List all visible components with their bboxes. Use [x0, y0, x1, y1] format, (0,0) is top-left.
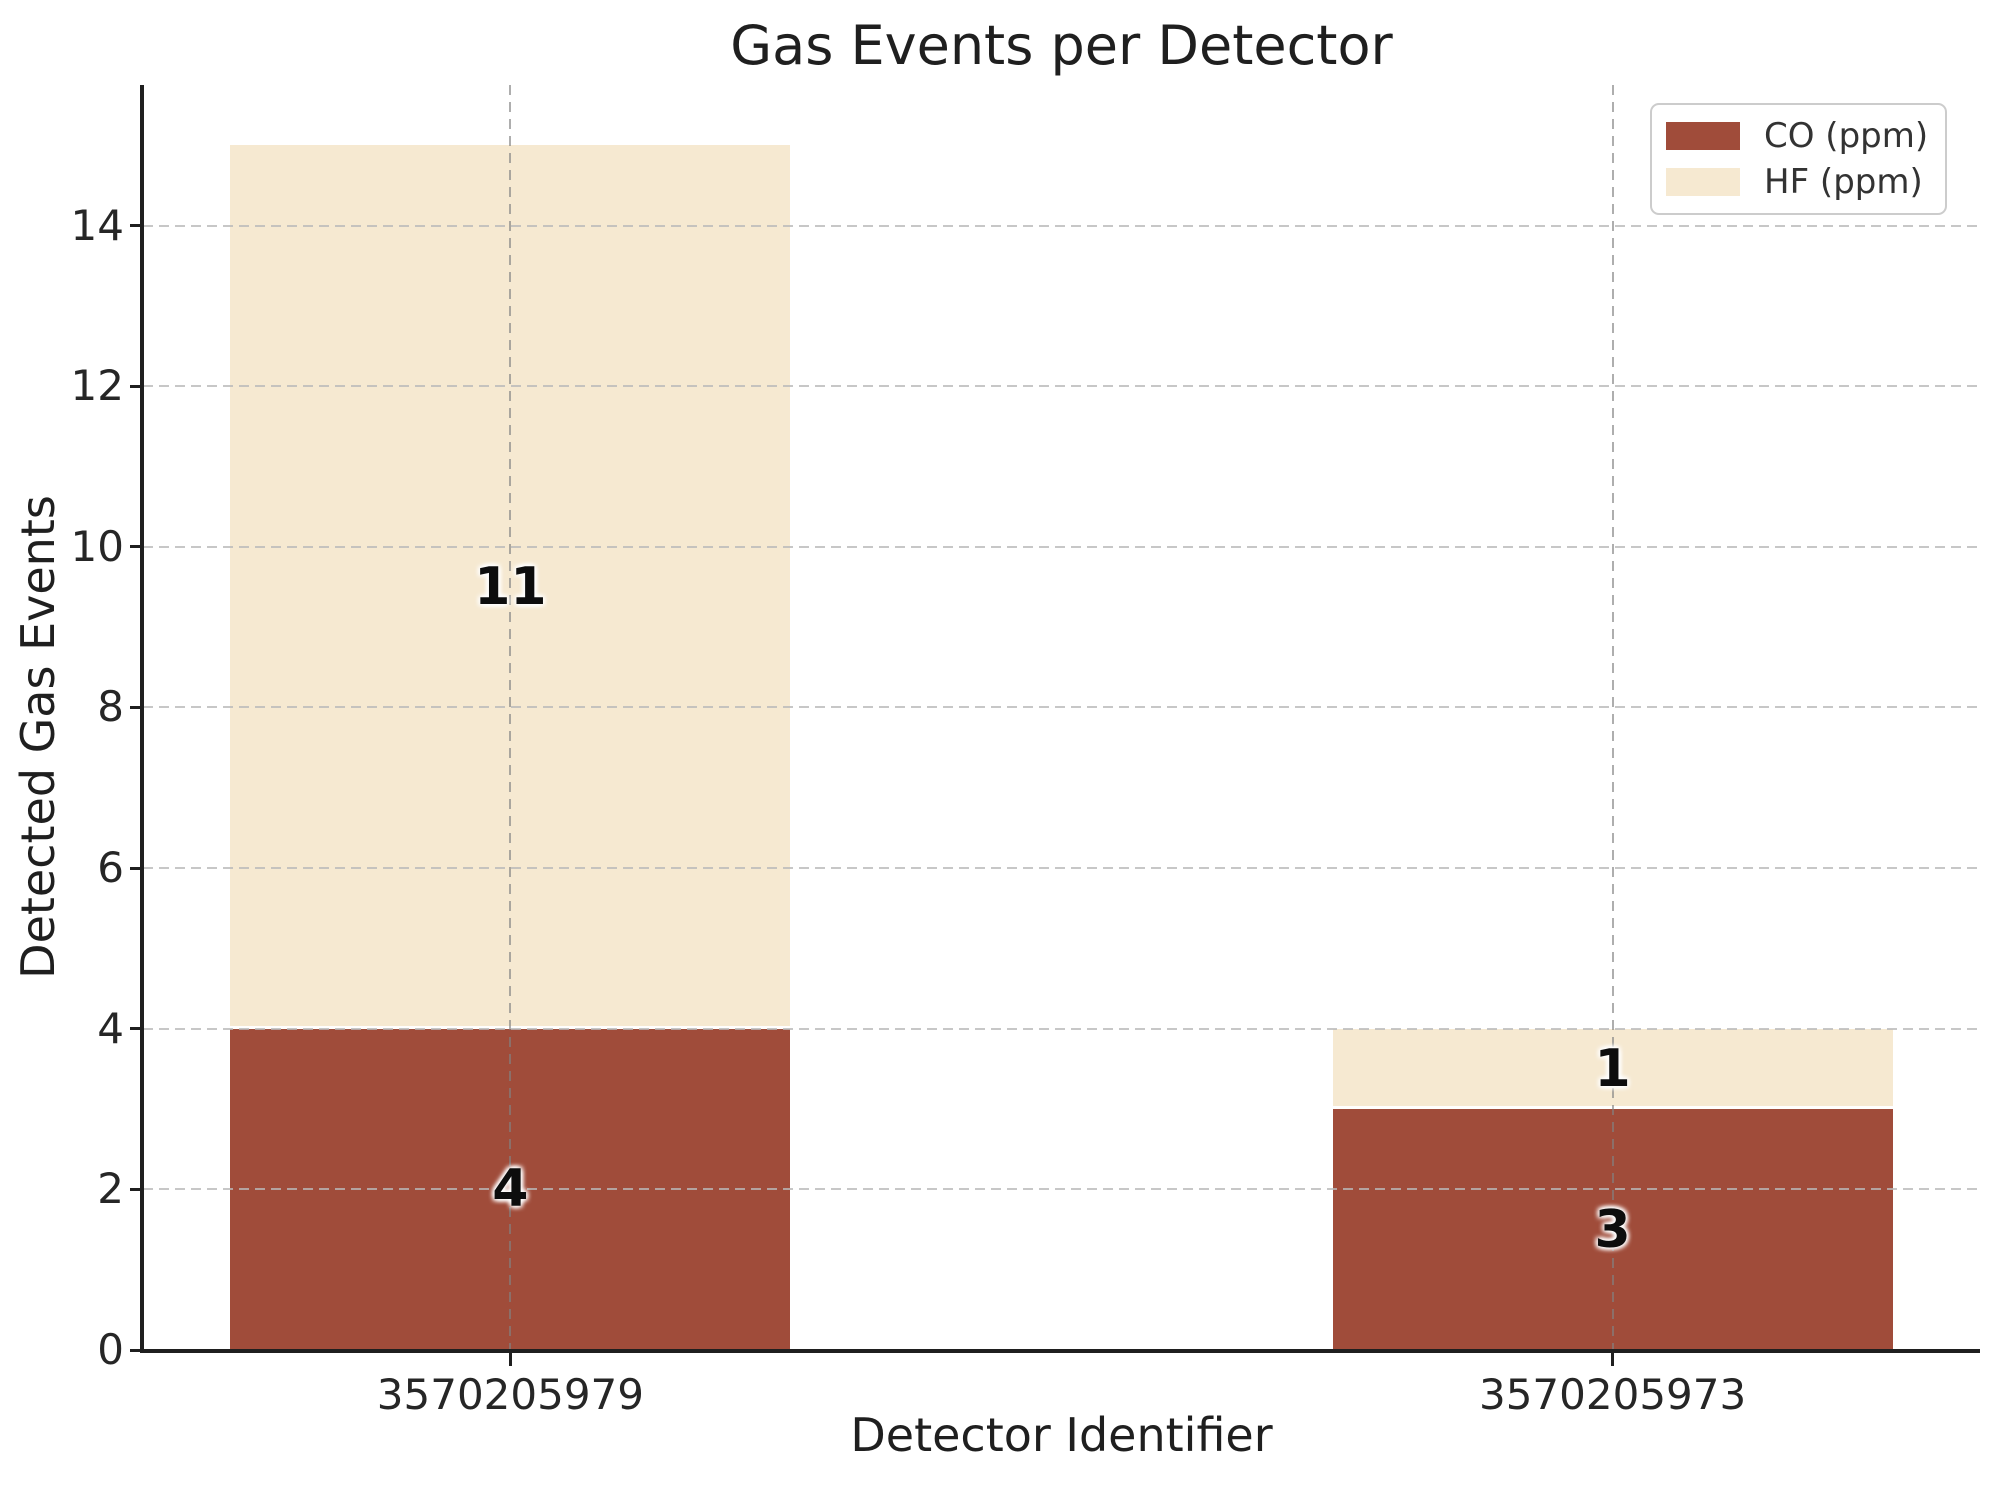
y-tick-mark: [130, 866, 143, 870]
bar-value-label: 4: [492, 1159, 529, 1220]
h-gridline: [143, 385, 1980, 388]
v-gridline: [1611, 85, 1614, 1350]
legend-item: CO (ppm): [1652, 119, 1945, 153]
y-tick-mark: [130, 1348, 143, 1352]
h-gridline: [143, 224, 1980, 227]
x-tick-label: 3570205979: [376, 1370, 644, 1419]
legend-item: HF (ppm): [1652, 165, 1945, 199]
y-tick-mark: [130, 1187, 143, 1191]
y-tick-mark: [130, 384, 143, 388]
legend: CO (ppm) HF (ppm): [1650, 103, 1947, 215]
y-tick-label: 14: [70, 200, 124, 250]
y-tick-label: 10: [70, 521, 124, 571]
bar-value-label: 11: [474, 556, 547, 617]
y-tick-label: 2: [97, 1164, 124, 1214]
x-axis-title: Detector Identifier: [850, 1408, 1273, 1462]
legend-label: HF (ppm): [1764, 162, 1923, 202]
x-axis-spine: [140, 1349, 1980, 1353]
v-gridline: [509, 85, 512, 1350]
x-tick-mark: [508, 1353, 512, 1366]
legend-swatch-icon: [1666, 122, 1740, 150]
h-gridline: [143, 706, 1980, 709]
y-tick-mark: [130, 545, 143, 549]
y-tick-label: 8: [97, 682, 124, 732]
h-gridline: [143, 867, 1980, 870]
y-axis-spine: [140, 85, 144, 1353]
y-tick-mark: [130, 705, 143, 709]
y-tick-mark: [130, 1027, 143, 1031]
x-tick-label: 3570205973: [1478, 1370, 1747, 1419]
y-tick-label: 4: [97, 1003, 124, 1053]
y-tick-mark: [130, 224, 143, 228]
chart-title: Gas Events per Detector: [730, 14, 1393, 77]
y-tick-label: 12: [70, 361, 124, 411]
h-gridline: [143, 1188, 1980, 1191]
y-axis-title: Detected Gas Events: [11, 495, 65, 979]
legend-swatch-icon: [1666, 168, 1740, 196]
y-tick-label: 0: [97, 1325, 124, 1374]
y-tick-label: 6: [97, 843, 124, 893]
legend-label: CO (ppm): [1764, 116, 1929, 156]
h-gridline: [143, 545, 1980, 548]
bar-value-label: 1: [1594, 1038, 1631, 1099]
bar-value-label: 3: [1594, 1199, 1631, 1260]
x-tick-mark: [1611, 1353, 1615, 1366]
h-gridline: [143, 1027, 1980, 1030]
